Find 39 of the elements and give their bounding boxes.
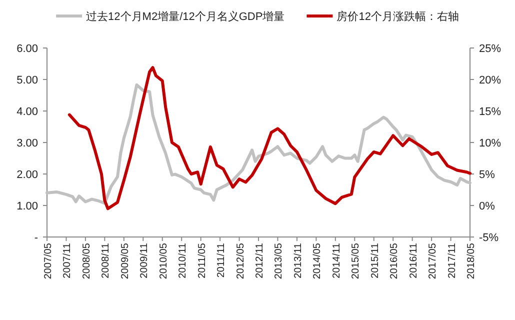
y-tick-label: - [34,232,38,244]
y2-tick-label: -5% [479,232,499,244]
x-tick-label: 2018/05 [466,242,477,280]
x-tick-label: 2013/05 [274,242,285,280]
x-tick-label: 2015/05 [350,242,362,280]
y-tick-label: 3.00 [16,138,38,150]
legend-label: 过去12个月M2增量/12个月名义GDP增量 [86,10,285,23]
y2-tick-label: 5% [479,169,496,181]
x-tick-label: 2009/05 [120,242,131,280]
y2-tick-label: 20% [479,74,502,86]
x-tick-label: 2014/11 [331,242,342,278]
x-tick-label: 2016/05 [389,242,400,280]
y2-tick-label: 0% [479,200,496,212]
x-tick-label: 2012/05 [235,242,246,280]
x-tick-label: 2009/11 [139,242,150,278]
y2-tick-label: 15% [479,106,502,118]
x-tick-label: 2016/11 [408,242,420,278]
x-tick-label: 2013/11 [292,242,304,278]
x-tick-label: 2015/11 [370,242,381,278]
x-tick-label: 2014/05 [312,242,324,280]
x-tick-label: 2011/11 [216,242,228,278]
x-tick-label: 2008/05 [81,242,92,280]
x-tick-label: 2010/05 [158,242,170,280]
x-tick-label: 2011/05 [196,242,208,278]
x-tick-label: 2012/11 [254,242,266,278]
x-tick-label: 2007/11 [62,242,74,278]
y-tick-label: 5.00 [16,74,38,86]
y2-tick-label: 10% [479,138,502,150]
x-tick-label: 2017/11 [446,242,458,278]
legend-label: 房价12个月涨跌幅：右轴 [336,10,459,23]
y-tick-label: 6.00 [16,43,38,55]
y2-tick-label: 25% [479,43,502,55]
x-tick-label: 2017/05 [428,242,439,280]
y-tick-label: 1.00 [16,200,38,212]
x-tick-label: 2008/11 [100,242,112,278]
y-tick-label: 2.00 [16,169,38,181]
x-tick-label: 2007/05 [43,242,54,280]
x-tick-label: 2010/11 [178,242,189,278]
y-tick-label: 4.00 [16,106,38,118]
